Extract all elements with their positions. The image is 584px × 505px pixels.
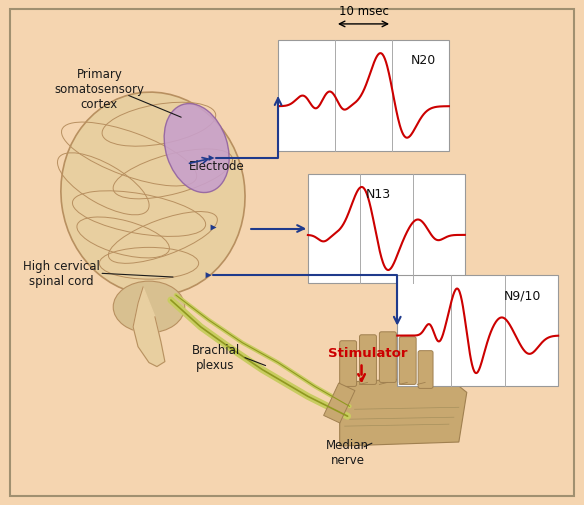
Polygon shape (208, 156, 214, 162)
Bar (278, 41, 449, 152)
FancyBboxPatch shape (399, 337, 416, 385)
Text: 10 msec: 10 msec (339, 5, 388, 18)
Text: High cervical
spinal cord: High cervical spinal cord (23, 260, 100, 288)
Text: N20: N20 (411, 54, 436, 67)
Ellipse shape (164, 105, 229, 193)
Text: N9/10: N9/10 (504, 289, 541, 302)
FancyBboxPatch shape (340, 341, 357, 387)
Ellipse shape (61, 93, 245, 296)
Polygon shape (211, 225, 217, 231)
Text: Median
nerve: Median nerve (326, 438, 369, 466)
FancyBboxPatch shape (418, 351, 433, 389)
Polygon shape (340, 377, 467, 446)
Text: Electrode: Electrode (189, 160, 245, 173)
FancyBboxPatch shape (380, 332, 397, 383)
Bar (308, 175, 465, 284)
Text: N13: N13 (366, 188, 391, 200)
Ellipse shape (113, 282, 185, 333)
Text: Primary
somatosensory
cortex: Primary somatosensory cortex (54, 68, 144, 111)
Polygon shape (324, 383, 355, 423)
Text: Brachial
plexus: Brachial plexus (192, 343, 239, 371)
Polygon shape (206, 273, 211, 279)
Bar (397, 276, 558, 387)
Polygon shape (133, 287, 165, 367)
FancyBboxPatch shape (360, 335, 377, 385)
Text: Stimulator: Stimulator (328, 346, 407, 360)
